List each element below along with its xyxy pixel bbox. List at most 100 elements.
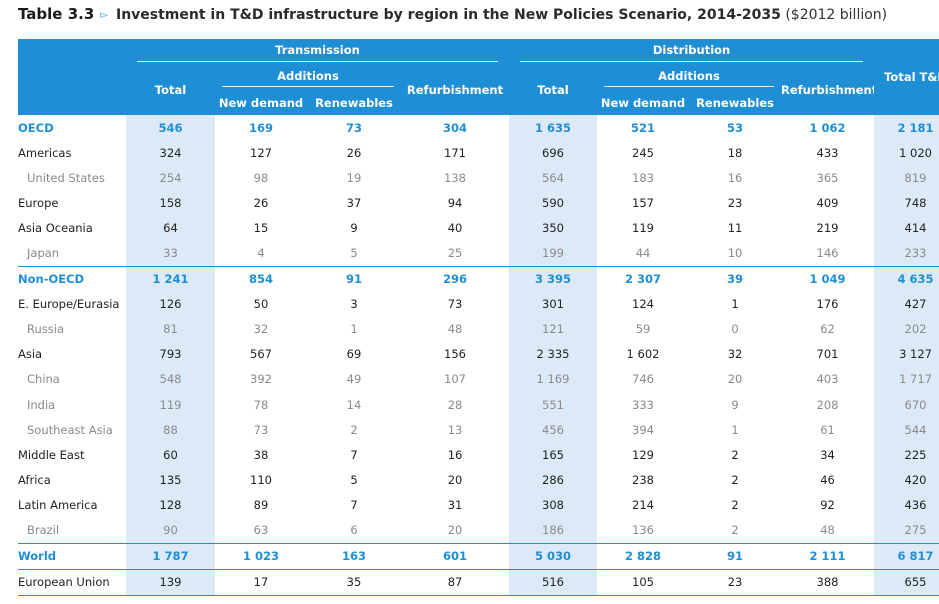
table-row: Americas 324 127 26 171 696 245 18 433 1… — [18, 140, 939, 166]
cell-total-td: 414 — [874, 215, 939, 241]
cell-distribution-total: 199 — [509, 240, 598, 267]
cell-distribution-new-demand: 2 307 — [597, 265, 690, 292]
row-label: Japan — [27, 246, 60, 261]
cell-distribution-renewables: 23 — [727, 195, 743, 210]
cell-transmission-renewables: 163 — [307, 542, 401, 570]
cell-distribution-renewables: 10 — [727, 246, 743, 261]
cell-distribution-renewables: 11 — [727, 220, 743, 235]
row-label: Latin America — [18, 497, 98, 512]
row-label: Brazil — [27, 523, 60, 538]
cell-transmission-new-demand: 78 — [253, 397, 269, 412]
table-row: Middle East 60 38 7 16 165 129 2 34 225 — [18, 442, 939, 468]
table-caption: Table 3.3 ▻ Investment in T&D infrastructu… — [18, 4, 887, 24]
cell-distribution-renewables: 91 — [689, 542, 782, 570]
cell-distribution-total: 121 — [509, 316, 598, 342]
cell-distribution-total: 165 — [509, 442, 598, 468]
row-label: E. Europe/Eurasia — [18, 297, 120, 312]
cell-transmission-renewables: 26 — [346, 145, 362, 160]
cell-distribution-total: 2 335 — [509, 341, 598, 367]
table-row: European Union 139 17 35 87 516 105 23 3… — [18, 569, 939, 596]
cell-distribution-renewables: 18 — [727, 145, 743, 160]
cell-transmission-total: 119 — [126, 392, 215, 418]
cell-distribution-total: 516 — [509, 569, 598, 596]
cell-distribution-refurbishment: 61 — [820, 422, 835, 437]
cell-transmission-new-demand: 73 — [253, 422, 269, 437]
investment-table: Transmission Distribution Total T&D Tota… — [18, 39, 939, 596]
cell-transmission-total: 81 — [126, 316, 215, 342]
header-transmission-refurbishment: Refurbishment — [401, 65, 510, 115]
cell-distribution-new-demand: 521 — [631, 120, 656, 135]
cell-distribution-total: 5 030 — [509, 542, 598, 570]
cell-transmission-renewables: 5 — [350, 472, 358, 487]
table-row: Japan 33 4 5 25 199 44 10 146 233 — [18, 240, 939, 267]
cell-transmission-refurbishment: 107 — [444, 372, 466, 387]
cell-transmission-new-demand: 26 — [253, 195, 269, 210]
cell-distribution-new-demand: 394 — [632, 422, 654, 437]
cell-distribution-renewables: 39 — [689, 265, 782, 292]
cell-transmission-total: 126 — [126, 291, 215, 317]
cell-transmission-renewables: 6 — [350, 523, 358, 538]
cell-total-td: 1 020 — [874, 140, 939, 166]
cell-distribution-refurbishment: 2 111 — [781, 542, 875, 570]
cell-distribution-renewables: 2 — [731, 447, 739, 462]
cell-distribution-total: 1 635 — [509, 115, 598, 141]
cell-total-td: 3 127 — [874, 341, 939, 367]
cell-transmission-total: 324 — [126, 140, 215, 166]
cell-distribution-total: 696 — [509, 140, 598, 166]
table-row: Non-OECD 1 241 854 91 296 3 395 2 307 39… — [18, 265, 939, 292]
cell-distribution-renewables: 0 — [731, 322, 739, 337]
cell-distribution-new-demand: 129 — [632, 447, 654, 462]
cell-transmission-renewables: 9 — [350, 220, 358, 235]
cell-distribution-renewables: 23 — [689, 569, 782, 596]
cell-transmission-new-demand: 567 — [250, 347, 272, 362]
cell-transmission-refurbishment: 40 — [447, 220, 463, 235]
cell-distribution-renewables: 20 — [727, 372, 743, 387]
header-distribution-additions-group: Additions — [597, 65, 782, 91]
cell-total-td: 748 — [874, 190, 939, 216]
cell-distribution-refurbishment: 409 — [816, 195, 839, 210]
cell-transmission-total: 60 — [126, 442, 215, 468]
cell-transmission-total: 793 — [126, 341, 215, 367]
cell-transmission-total: 128 — [126, 492, 215, 518]
cell-distribution-new-demand: 1 602 — [626, 347, 660, 362]
cell-transmission-renewables: 73 — [345, 120, 362, 135]
cell-distribution-renewables: 53 — [727, 120, 744, 135]
table-row: Russia 81 32 1 48 121 59 0 62 202 — [18, 316, 939, 342]
table-header: Transmission Distribution Total T&D Tota… — [18, 39, 939, 115]
cell-transmission-refurbishment: 94 — [447, 195, 463, 210]
cell-distribution-renewables: 1 — [731, 297, 739, 312]
table-row: E. Europe/Eurasia 126 50 3 73 301 124 1 … — [18, 291, 939, 317]
cell-total-td: 1 717 — [874, 366, 939, 393]
header-distribution-refurbishment: Refurbishment — [781, 65, 875, 115]
cell-distribution-total: 308 — [509, 492, 598, 518]
cell-transmission-total: 1 241 — [126, 265, 215, 292]
cell-transmission-refurbishment: 601 — [401, 542, 510, 570]
cell-transmission-new-demand: 98 — [253, 170, 269, 185]
cell-transmission-renewables: 5 — [350, 246, 358, 261]
cell-distribution-refurbishment: 208 — [816, 397, 839, 412]
cell-distribution-total: 1 169 — [509, 366, 598, 393]
row-label: OECD — [18, 120, 54, 135]
cell-distribution-total: 564 — [509, 165, 598, 191]
cell-transmission-refurbishment: 138 — [444, 170, 466, 185]
table-row: Africa 135 110 5 20 286 238 2 46 420 — [18, 467, 939, 493]
header-distribution-new-demand: New demand — [597, 91, 690, 115]
cell-total-td: 436 — [874, 492, 939, 518]
cell-transmission-renewables: 37 — [346, 195, 362, 210]
cell-transmission-new-demand: 50 — [253, 297, 269, 312]
cell-transmission-refurbishment: 25 — [447, 246, 463, 261]
cell-transmission-new-demand: 15 — [253, 220, 269, 235]
cell-transmission-refurbishment: 16 — [447, 447, 463, 462]
cell-distribution-new-demand: 214 — [632, 497, 654, 512]
cell-distribution-renewables: 32 — [727, 347, 743, 362]
cell-distribution-refurbishment: 62 — [820, 322, 835, 337]
header-transmission-total: Total — [126, 65, 215, 115]
cell-distribution-refurbishment: 146 — [816, 246, 839, 261]
cell-distribution-renewables: 16 — [727, 170, 743, 185]
table-row: World 1 787 1 023 163 601 5 030 2 828 91… — [18, 542, 939, 570]
cell-transmission-refurbishment: 156 — [444, 347, 466, 362]
cell-transmission-refurbishment: 304 — [443, 120, 468, 135]
cell-distribution-refurbishment: 34 — [820, 447, 835, 462]
cell-transmission-new-demand: 32 — [253, 322, 269, 337]
header-transmission-new-demand: New demand — [215, 91, 307, 115]
